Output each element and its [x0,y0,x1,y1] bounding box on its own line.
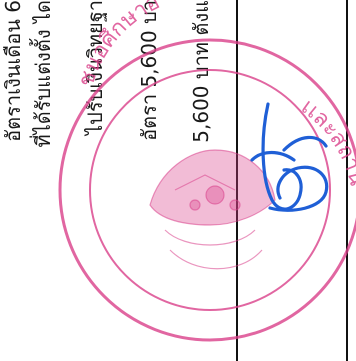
text-line-2: ที่ได้รับแต่งตั้ง ได [31,0,55,148]
text-line-1: อัตราเงินเดือน 6 [1,0,25,142]
table-column-divider-2 [346,0,348,361]
text-line-5: 5,600 บาท ตังแ [189,0,213,143]
text-line-3: ไปรับเงินวิทยฐา [83,0,107,135]
table-column-divider-1 [236,0,238,361]
text-block: อัตราเงินเดือน 6 ที่ได้รับแต่งตั้ง ได ไป… [1,0,213,148]
text-line-4: อัตรา 5,600 บา [137,0,161,141]
